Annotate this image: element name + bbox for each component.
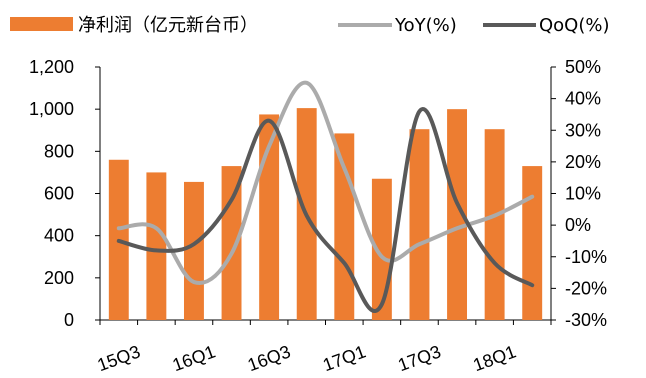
bar xyxy=(522,166,543,320)
bars xyxy=(108,108,543,321)
qoq-point xyxy=(418,110,421,112)
yoy-point xyxy=(155,227,157,229)
bar xyxy=(183,181,204,320)
qoq-point xyxy=(268,120,270,122)
qoq-point xyxy=(306,215,308,217)
qoq-point xyxy=(155,249,157,252)
yoy-point xyxy=(118,227,120,229)
qoq-point xyxy=(343,262,345,264)
qoq-point xyxy=(381,303,383,305)
right-y-tick-label: -10% xyxy=(565,247,607,267)
x-tick-label: 15Q3 xyxy=(95,341,143,375)
legend-swatch-net-profit xyxy=(10,17,73,31)
yoy-point xyxy=(456,227,458,229)
legend-label-net-profit: 净利润（亿元新台币） xyxy=(78,15,258,36)
right-y-tick-label: -20% xyxy=(565,278,607,298)
left-y-tick-label: 200 xyxy=(44,268,74,288)
qoq-point xyxy=(230,199,233,201)
right-y-tick-label: 10% xyxy=(565,184,601,204)
lines xyxy=(116,80,535,314)
tick-marks xyxy=(95,66,556,325)
qoq-point xyxy=(193,243,195,245)
axes xyxy=(99,67,552,321)
yoy-line xyxy=(116,80,535,285)
qoq-point xyxy=(494,262,496,264)
x-tick-label: 16Q1 xyxy=(170,341,218,375)
yoy-point xyxy=(381,256,383,258)
right-y-tick-label: -30% xyxy=(565,310,607,330)
yoy-point xyxy=(230,252,233,255)
right-y-tick-label: 0% xyxy=(565,215,591,235)
bar xyxy=(447,109,468,321)
left-y-tick-label: 600 xyxy=(44,184,74,204)
right-y-tick-label: 50% xyxy=(565,57,601,77)
x-tick-label: 17Q1 xyxy=(320,341,368,375)
legend-label-yoy: YoY(%) xyxy=(394,15,457,36)
qoq-point xyxy=(118,240,120,242)
yoy-point xyxy=(268,145,270,147)
legend: 净利润（亿元新台币） YoY(%) QoQ(%) xyxy=(10,15,610,36)
x-tick-label: 17Q3 xyxy=(395,341,443,375)
yoy-point xyxy=(531,196,533,198)
left-y-tick-label: 800 xyxy=(44,141,74,161)
bar xyxy=(334,133,355,320)
bar xyxy=(409,129,430,320)
yoy-point xyxy=(343,167,345,169)
legend-label-qoq: QoQ(%) xyxy=(539,15,610,36)
qoq-point xyxy=(456,202,458,204)
right-y-tick-label: 40% xyxy=(565,89,601,109)
yoy-point xyxy=(306,82,308,84)
yoy-point xyxy=(193,281,195,283)
left-y-tick-label: 0 xyxy=(64,310,74,330)
left-y-tick-label: 1,200 xyxy=(29,57,74,77)
x-tick-label: 18Q1 xyxy=(470,341,518,375)
right-y-tick-label: 20% xyxy=(565,152,601,172)
bar xyxy=(484,129,505,320)
bar xyxy=(259,114,280,320)
qoq-line xyxy=(116,107,535,314)
x-tick-label: 16Q3 xyxy=(245,341,293,375)
qoq-point xyxy=(531,284,533,286)
yoy-point xyxy=(494,215,496,217)
yoy-point xyxy=(418,243,421,245)
left-y-tick-label: 1,000 xyxy=(29,99,74,119)
right-y-tick-label: 30% xyxy=(565,120,601,140)
bar xyxy=(146,172,167,320)
left-y-tick-label: 400 xyxy=(44,226,74,246)
